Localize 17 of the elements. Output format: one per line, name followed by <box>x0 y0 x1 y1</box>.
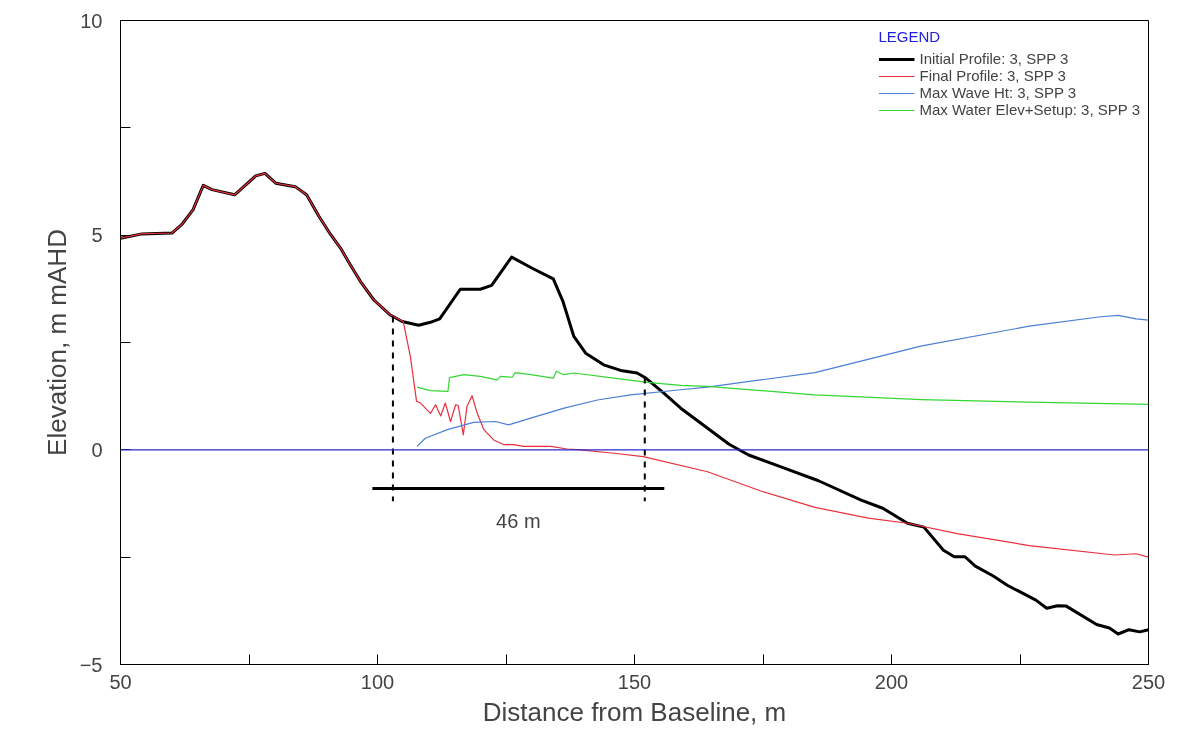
x-tick-label: 150 <box>617 670 652 693</box>
legend-label: Max Water Elev+Setup: 3, SPP 3 <box>919 101 1140 118</box>
annotation: 46 m <box>496 510 541 533</box>
y-tick-label: 10 <box>80 9 103 32</box>
x-axis-title: Distance from Baseline, m <box>482 696 787 727</box>
legend-label: Max Wave Ht: 3, SPP 3 <box>919 84 1077 101</box>
legend-label: Final Profile: 3, SPP 3 <box>919 67 1066 84</box>
x-tick-label: 100 <box>360 670 395 693</box>
y-tick-label: 5 <box>91 224 103 247</box>
y-axis-title: Elevation, m mAHD <box>41 229 72 456</box>
x-tick-label: 250 <box>1131 670 1166 693</box>
legend-label: Initial Profile: 3, SPP 3 <box>919 50 1069 67</box>
x-tick-label: 50 <box>109 670 132 693</box>
x-tick-label: 200 <box>874 670 909 693</box>
y-tick-label: −5 <box>79 653 103 676</box>
legend-title: LEGEND <box>878 28 942 45</box>
y-tick-label: 0 <box>91 438 103 461</box>
